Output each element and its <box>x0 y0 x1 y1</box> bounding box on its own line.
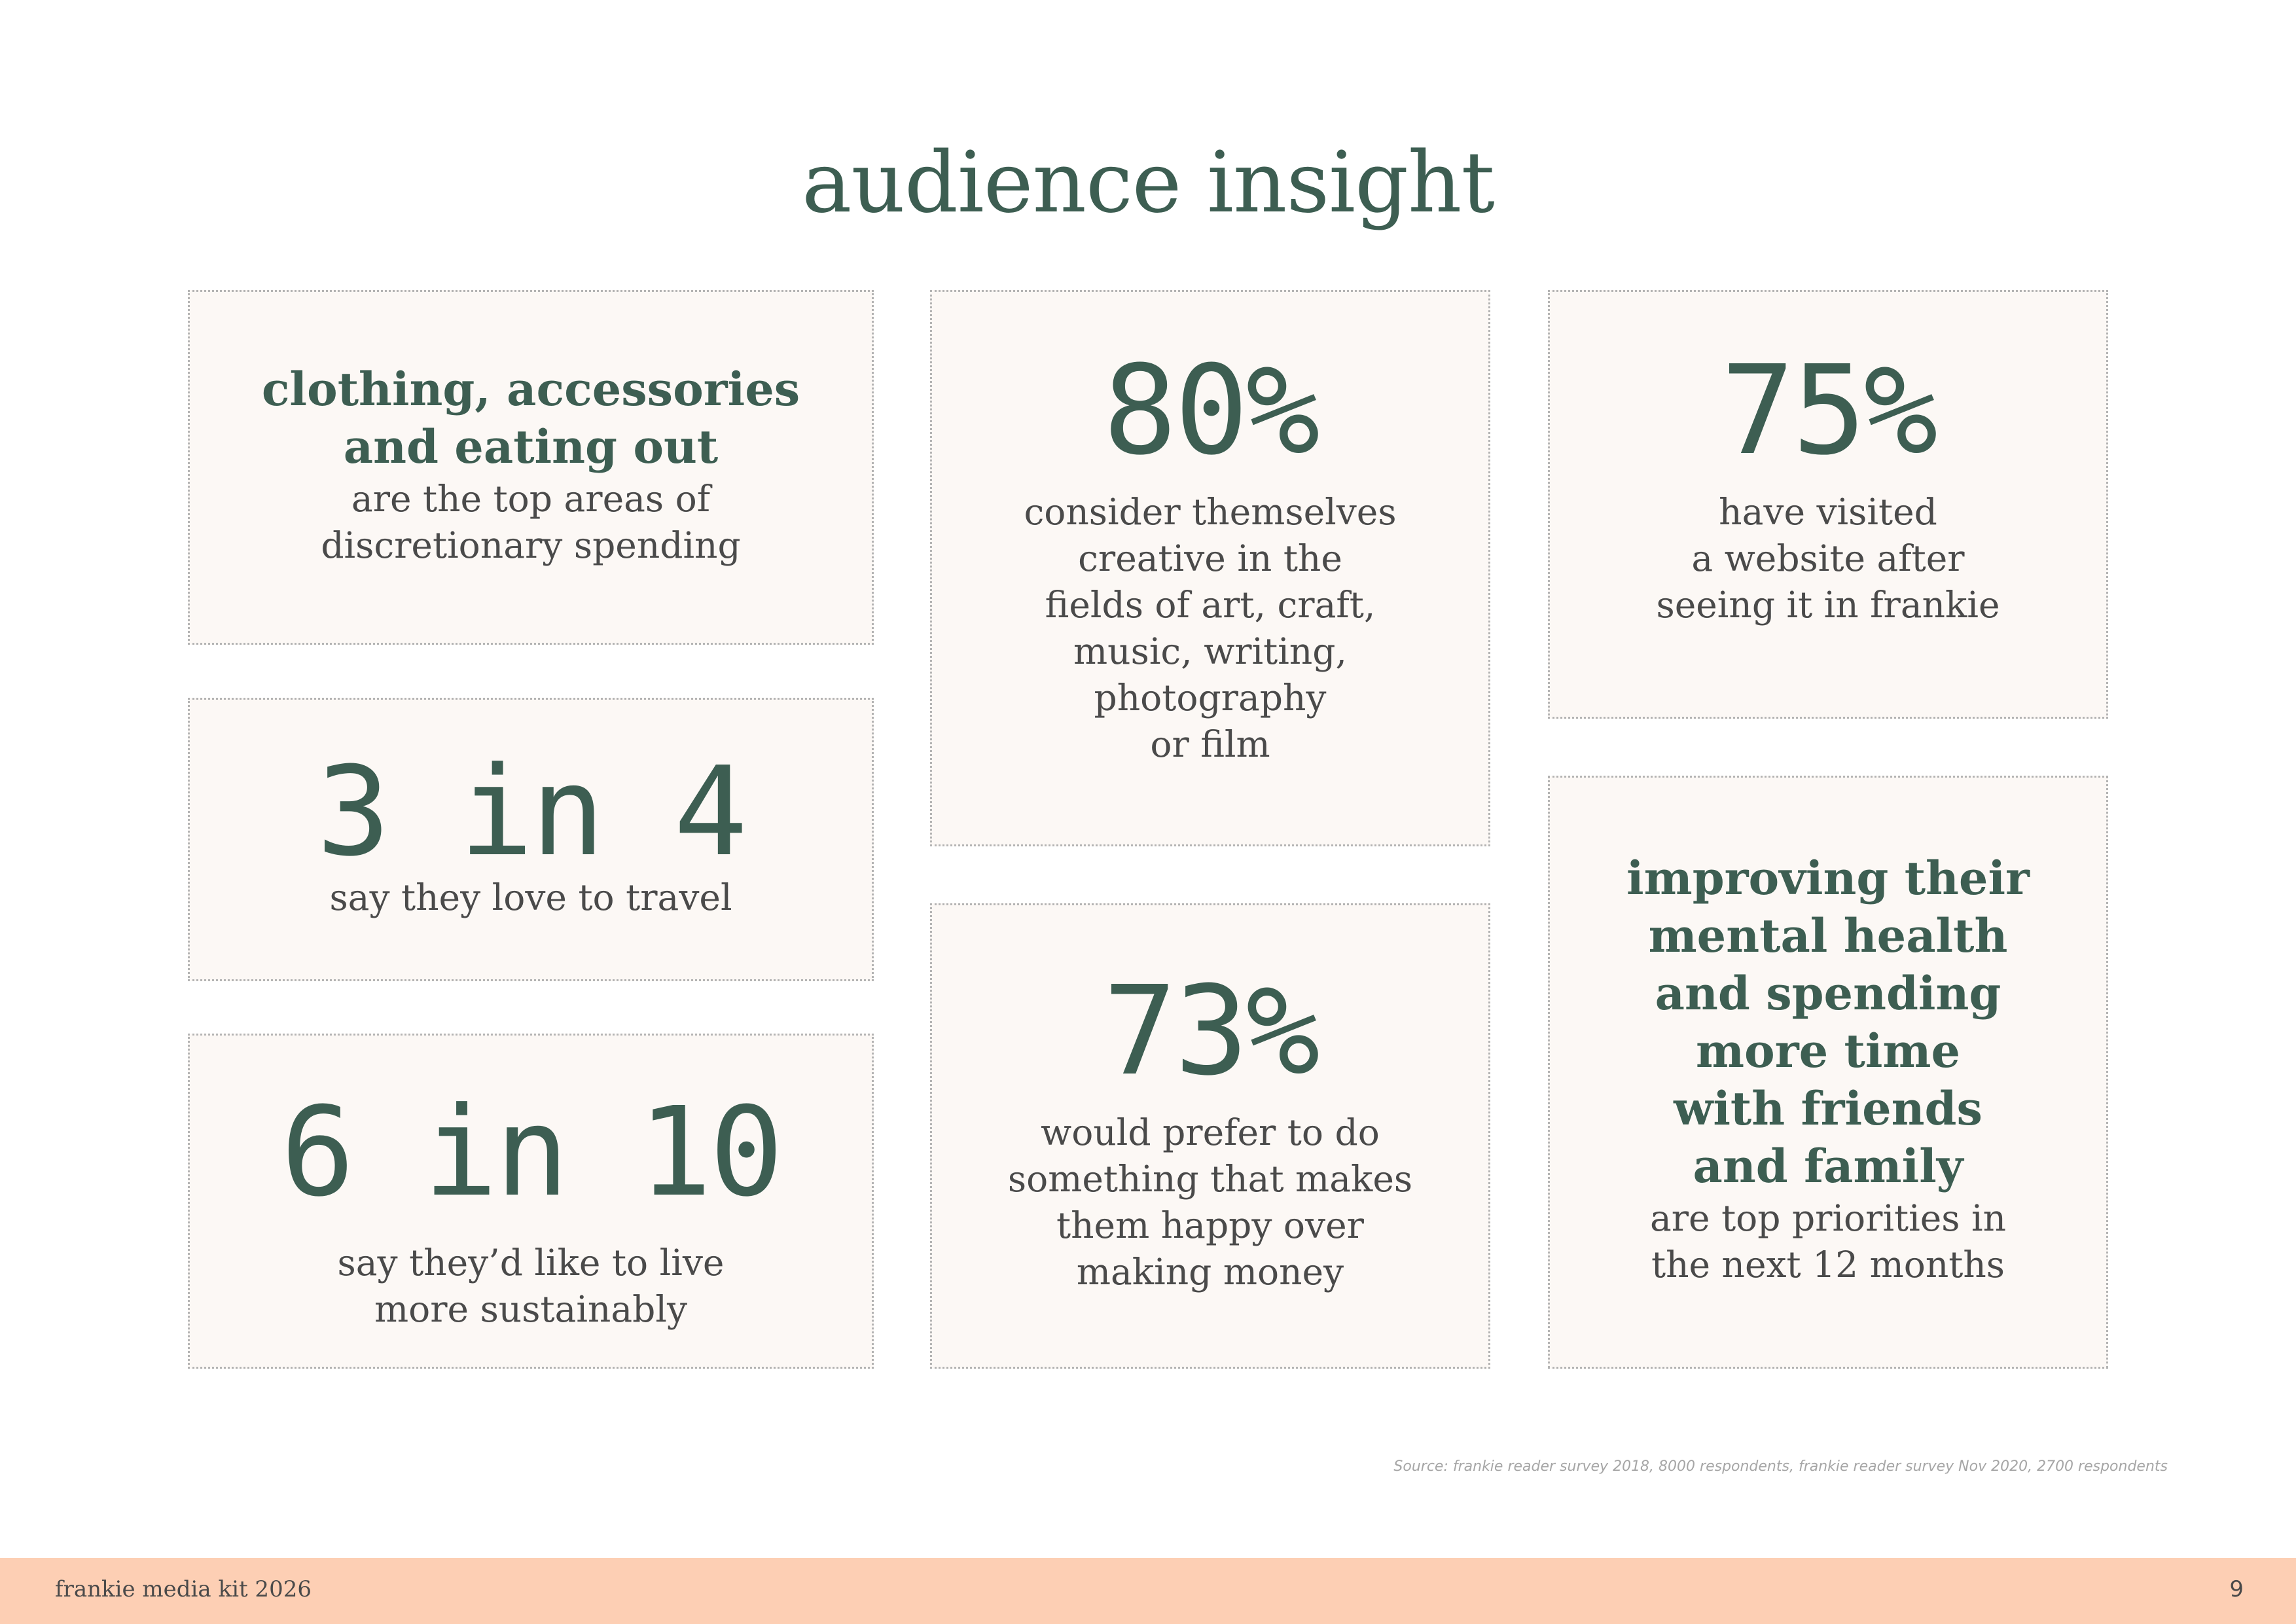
card-spending-headline: clothing, accessories and eating out <box>261 362 800 474</box>
card-priorities: improving their mental health and spendi… <box>1548 776 2108 1369</box>
card-priorities-description: are top priorities in the next 12 months <box>1649 1197 2007 1286</box>
card-website-description: have visited a website after seeing it i… <box>1656 491 2000 626</box>
card-happy-stat: 73% <box>1103 960 1320 1103</box>
card-spending-description: are the top areas of discretionary spend… <box>321 478 741 566</box>
card-website: 75% have visited a website after seeing … <box>1548 290 2108 719</box>
source-note: Source: frankie reader survey 2018, 8000… <box>1393 1458 2168 1475</box>
card-happy: 73% would prefer to do something that ma… <box>930 903 1490 1369</box>
card-website-stat: 75% <box>1721 339 1938 482</box>
card-creative-description: consider themselves creative in the fiel… <box>1024 491 1397 765</box>
page-title: audience insight <box>802 134 1495 232</box>
card-sustainable-description: say they’d like to live more sustainably <box>337 1242 725 1330</box>
card-happy-description: would prefer to do something that makes … <box>1007 1111 1413 1293</box>
card-travel-description: say they love to travel <box>329 876 732 918</box>
card-spending: clothing, accessories and eating out are… <box>188 290 874 645</box>
card-travel: 3 in 4 say they love to travel <box>188 698 874 981</box>
page-number: 9 <box>2229 1576 2244 1602</box>
card-creative-stat: 80% <box>1103 339 1320 482</box>
card-creative: 80% consider themselves creative in the … <box>930 290 1490 846</box>
footer-band: frankie media kit 2026 9 <box>0 1558 2296 1624</box>
card-priorities-headline: improving their mental health and spendi… <box>1626 851 2030 1193</box>
card-travel-stat: 3 in 4 <box>316 740 747 884</box>
card-sustainable-stat: 6 in 10 <box>280 1081 783 1224</box>
footer-title: frankie media kit 2026 <box>55 1576 312 1602</box>
card-sustainable: 6 in 10 say they’d like to live more sus… <box>188 1034 874 1369</box>
